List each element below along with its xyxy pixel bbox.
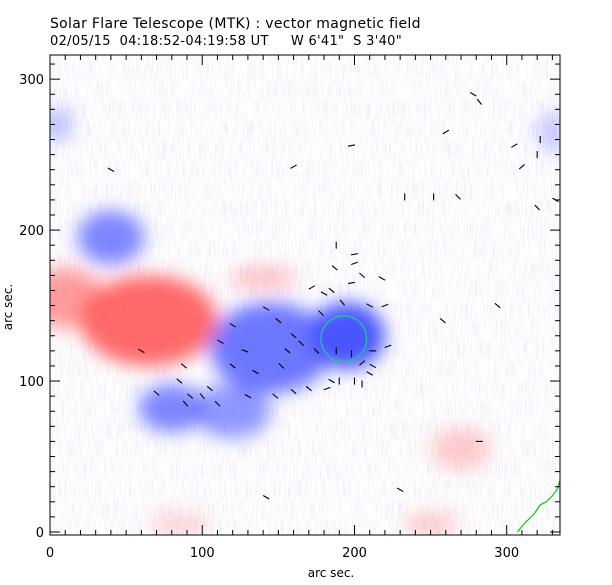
plot-frame xyxy=(49,54,561,536)
field-vector xyxy=(366,303,374,308)
field-region-negative xyxy=(209,302,332,394)
field-vector xyxy=(176,378,183,384)
field-vector xyxy=(359,272,366,279)
field-vector xyxy=(347,144,355,147)
field-vector xyxy=(534,204,541,211)
field-vector xyxy=(298,340,305,347)
field-vector xyxy=(494,302,501,309)
field-vector xyxy=(469,92,477,97)
field-vector xyxy=(278,363,285,369)
field-region-negative xyxy=(194,384,271,439)
field-vector xyxy=(381,303,389,308)
field-vector xyxy=(396,487,404,492)
field-region-negative xyxy=(537,110,560,154)
field-vector xyxy=(217,339,224,345)
field-region-positive xyxy=(229,266,297,291)
field-vector xyxy=(318,310,324,316)
field-vector xyxy=(290,164,297,169)
field-vector xyxy=(187,393,194,399)
field-region-positive xyxy=(403,512,458,535)
field-region-positive xyxy=(50,267,104,329)
field-vector xyxy=(455,194,461,200)
field-vector xyxy=(284,348,291,354)
field-vector xyxy=(384,344,392,349)
field-vector xyxy=(308,285,316,290)
field-vector xyxy=(511,143,518,148)
field-vector xyxy=(442,129,450,135)
circle-marker xyxy=(320,315,368,363)
field-vector xyxy=(347,281,355,285)
field-vector xyxy=(351,261,358,266)
x-tick-label: 100 xyxy=(190,546,215,561)
field-vector xyxy=(153,390,160,396)
field-region-negative xyxy=(50,106,73,143)
field-vector xyxy=(366,371,374,376)
field-vector xyxy=(331,265,338,271)
x-tick-label: 0 xyxy=(46,546,54,561)
y-tick-label: 100 xyxy=(19,375,44,390)
field-vector xyxy=(180,363,188,369)
plot-title: Solar Flare Telescope (MTK) : vector mag… xyxy=(50,16,421,32)
x-tick-label: 300 xyxy=(494,546,519,561)
field-vector xyxy=(439,317,446,324)
field-vector xyxy=(290,388,297,395)
field-vector xyxy=(182,400,189,407)
field-vector xyxy=(199,393,205,400)
field-vector xyxy=(206,385,213,392)
field-vector xyxy=(313,347,320,354)
field-region-positive xyxy=(148,512,210,535)
field-vector xyxy=(359,360,366,366)
field-vector xyxy=(369,363,377,369)
field-vector xyxy=(275,317,282,324)
field-image xyxy=(50,55,560,535)
field-region-negative xyxy=(138,384,206,433)
x-axis-label: arc sec. xyxy=(307,566,355,580)
limb-line xyxy=(516,480,560,533)
field-vector xyxy=(476,98,482,105)
field-vector xyxy=(262,306,270,311)
field-vector xyxy=(138,348,145,354)
field-vector xyxy=(262,495,270,500)
field-vector xyxy=(350,253,359,256)
y-axis-label: arc sec. xyxy=(1,283,15,331)
field-vector xyxy=(272,393,279,399)
field-vector xyxy=(328,287,335,294)
field-region-positive xyxy=(430,427,492,471)
y-tick-label: 200 xyxy=(19,224,44,239)
field-region-negative xyxy=(77,210,145,265)
field-vector xyxy=(339,299,345,306)
axis-ticks: 0 100 200 300 0 100 200 300 xyxy=(19,55,560,561)
field-vector xyxy=(323,386,331,391)
x-tick-label: 200 xyxy=(342,546,367,561)
field-vector xyxy=(320,291,328,296)
field-vector xyxy=(328,378,335,384)
y-tick-label: 300 xyxy=(19,73,44,88)
field-vector xyxy=(229,322,236,328)
field-vector xyxy=(290,333,297,339)
field-region-positive xyxy=(80,275,218,366)
y-tick-label: 0 xyxy=(36,526,44,541)
field-vector xyxy=(378,276,386,281)
field-vector xyxy=(107,167,115,172)
field-vector xyxy=(241,349,249,353)
field-vector xyxy=(252,369,259,375)
field-vector xyxy=(229,363,236,369)
field-vector xyxy=(214,400,221,407)
field-vector xyxy=(244,393,252,399)
field-vector xyxy=(518,164,525,170)
field-vector xyxy=(305,385,312,392)
plot-subtitle: 02/05/15 04:18:52-04:19:58 UT W 6'41" S … xyxy=(50,34,403,49)
